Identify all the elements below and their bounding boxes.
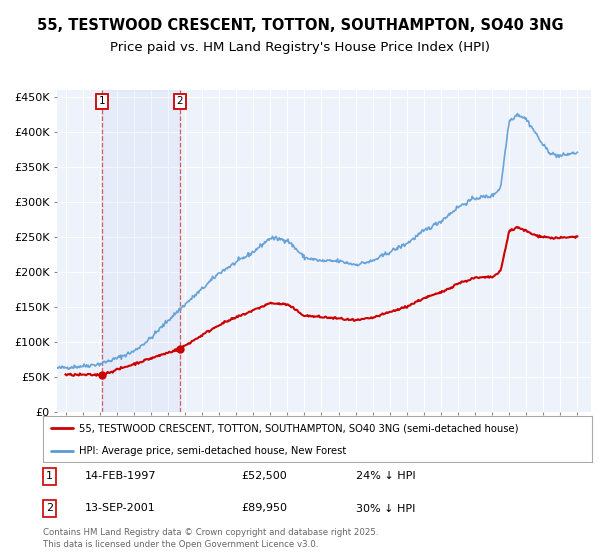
Text: £52,500: £52,500 (241, 472, 287, 482)
Text: 13-SEP-2001: 13-SEP-2001 (85, 503, 155, 514)
Text: 30% ↓ HPI: 30% ↓ HPI (356, 503, 416, 514)
Text: Price paid vs. HM Land Registry's House Price Index (HPI): Price paid vs. HM Land Registry's House … (110, 41, 490, 54)
Text: Contains HM Land Registry data © Crown copyright and database right 2025.
This d: Contains HM Land Registry data © Crown c… (43, 528, 379, 549)
Text: 2: 2 (46, 503, 53, 514)
Text: 2: 2 (176, 96, 184, 106)
Text: HPI: Average price, semi-detached house, New Forest: HPI: Average price, semi-detached house,… (79, 446, 346, 456)
Text: 24% ↓ HPI: 24% ↓ HPI (356, 472, 416, 482)
Text: 1: 1 (46, 472, 53, 482)
Text: £89,950: £89,950 (241, 503, 287, 514)
Text: 1: 1 (98, 96, 105, 106)
Text: 55, TESTWOOD CRESCENT, TOTTON, SOUTHAMPTON, SO40 3NG: 55, TESTWOOD CRESCENT, TOTTON, SOUTHAMPT… (37, 18, 563, 32)
Text: 55, TESTWOOD CRESCENT, TOTTON, SOUTHAMPTON, SO40 3NG (semi-detached house): 55, TESTWOOD CRESCENT, TOTTON, SOUTHAMPT… (79, 423, 518, 433)
Bar (101, 90, 180, 412)
Text: 14-FEB-1997: 14-FEB-1997 (85, 472, 156, 482)
